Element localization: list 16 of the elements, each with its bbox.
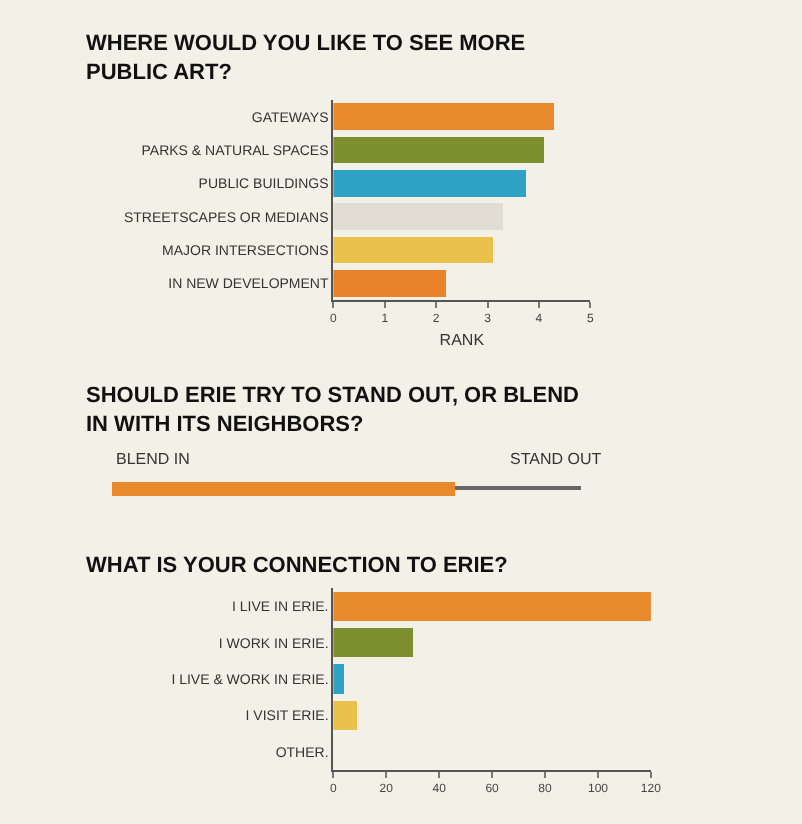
bar: [333, 236, 493, 264]
chart-title: WHAT IS YOUR CONNECTION TO ERIE?: [86, 554, 509, 578]
chart-title: WHERE WOULD YOU LIKE TO SEE MORE PUBLIC ART?: [86, 32, 526, 85]
bar: [333, 664, 344, 694]
bar: [333, 700, 358, 730]
bar: [333, 270, 447, 297]
bar: [333, 103, 555, 130]
bar: [333, 136, 545, 164]
chart-title: SHOULD ERIE TRY TO STAND OUT, OR BLEND IN WITH ITS NEIGHBORS?: [86, 384, 580, 437]
text: STAND OUT: [510, 450, 602, 468]
bar: [333, 628, 413, 658]
bar: [333, 170, 527, 197]
x-axis-title: RANK: [439, 330, 486, 349]
bar: [333, 203, 503, 230]
bar: [333, 591, 651, 621]
text: BLEND IN: [116, 450, 191, 468]
